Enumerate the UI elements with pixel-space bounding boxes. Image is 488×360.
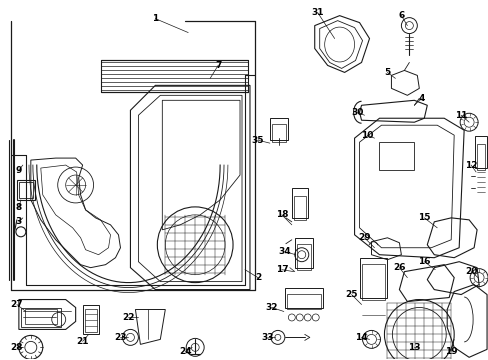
- Text: 13: 13: [407, 343, 420, 352]
- Text: 33: 33: [261, 333, 274, 342]
- Text: 10: 10: [361, 131, 373, 140]
- Text: 34: 34: [278, 247, 290, 256]
- Text: 15: 15: [417, 213, 429, 222]
- Bar: [101, 60, 247, 92]
- Text: 9: 9: [16, 166, 22, 175]
- Text: 24: 24: [179, 347, 191, 356]
- Bar: [84, 309, 96, 332]
- Text: 12: 12: [464, 161, 476, 170]
- Text: 17: 17: [275, 265, 287, 274]
- Bar: [476, 144, 484, 170]
- Text: 32: 32: [265, 303, 278, 312]
- Text: 23: 23: [114, 333, 126, 342]
- Text: 28: 28: [11, 343, 23, 352]
- Text: 27: 27: [11, 300, 23, 309]
- Text: 20: 20: [464, 267, 476, 276]
- Text: 3: 3: [16, 217, 22, 226]
- Bar: [269, 118, 287, 140]
- Bar: [271, 124, 285, 142]
- Bar: [361, 264, 385, 300]
- Text: 21: 21: [76, 337, 89, 346]
- Bar: [286, 293, 320, 310]
- Text: 8: 8: [16, 203, 22, 212]
- Text: 2: 2: [254, 273, 261, 282]
- Bar: [474, 136, 486, 168]
- Text: 35: 35: [251, 136, 264, 145]
- Bar: [285, 288, 322, 307]
- Text: 7: 7: [214, 61, 221, 70]
- Bar: [17, 180, 35, 200]
- Text: 11: 11: [454, 111, 467, 120]
- Bar: [359, 258, 386, 298]
- Text: 16: 16: [417, 257, 429, 266]
- Bar: [296, 244, 310, 270]
- Bar: [25, 309, 57, 324]
- Text: 31: 31: [311, 8, 324, 17]
- Text: 25: 25: [345, 290, 357, 299]
- Text: 1: 1: [152, 14, 158, 23]
- Text: 6: 6: [397, 11, 404, 20]
- Bar: [82, 305, 99, 334]
- Text: 30: 30: [351, 108, 363, 117]
- Bar: [379, 142, 413, 170]
- Bar: [294, 238, 312, 268]
- Text: 26: 26: [392, 263, 405, 272]
- Text: 19: 19: [444, 347, 457, 356]
- Bar: [293, 196, 305, 220]
- Text: 29: 29: [358, 233, 370, 242]
- Text: 18: 18: [275, 210, 287, 219]
- Bar: [291, 188, 307, 218]
- Text: 22: 22: [122, 313, 134, 322]
- Bar: [21, 307, 61, 328]
- Text: 14: 14: [354, 333, 367, 342]
- Bar: [19, 182, 33, 198]
- Text: 4: 4: [417, 94, 424, 103]
- Text: 5: 5: [384, 68, 390, 77]
